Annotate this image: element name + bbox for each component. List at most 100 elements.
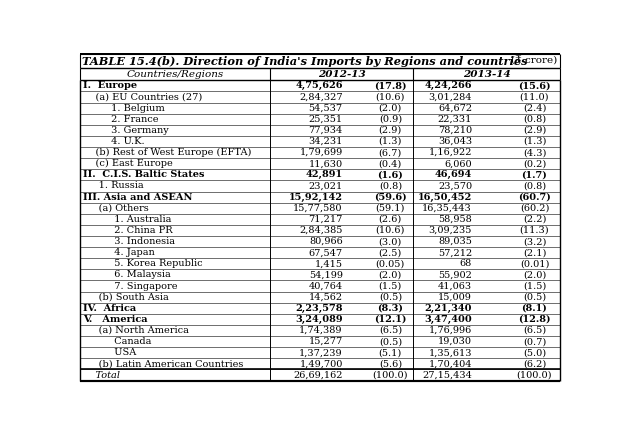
Text: 55,902: 55,902 [438, 270, 472, 279]
Text: 1. Belgium: 1. Belgium [82, 103, 164, 113]
Text: 14,562: 14,562 [309, 293, 343, 302]
Text: (11.0): (11.0) [520, 92, 549, 102]
Text: (4.3): (4.3) [523, 148, 546, 157]
Text: (2.0): (2.0) [379, 270, 402, 279]
Text: (a) North America: (a) North America [82, 326, 188, 335]
Text: (60.7): (60.7) [518, 193, 551, 201]
Text: 3,09,235: 3,09,235 [429, 226, 472, 235]
Text: (6.2): (6.2) [523, 360, 546, 368]
Text: 34,231: 34,231 [308, 137, 343, 146]
Text: 15,92,142: 15,92,142 [289, 193, 343, 201]
Text: (1.7): (1.7) [522, 170, 547, 179]
Text: (2.9): (2.9) [523, 126, 546, 135]
Text: (6.5): (6.5) [379, 326, 402, 335]
Text: 6,060: 6,060 [444, 159, 472, 168]
Text: (0.01): (0.01) [520, 259, 549, 268]
Text: 26,69,162: 26,69,162 [293, 371, 343, 379]
Text: 54,199: 54,199 [309, 270, 343, 279]
Text: 46,694: 46,694 [435, 170, 472, 179]
Text: (1.3): (1.3) [523, 137, 546, 146]
Text: 2,84,385: 2,84,385 [300, 226, 343, 235]
Text: (6.7): (6.7) [379, 148, 402, 157]
Text: (0.8): (0.8) [523, 181, 546, 191]
Text: 23,021: 23,021 [308, 181, 343, 191]
Text: II.  C.I.S. Baltic States: II. C.I.S. Baltic States [82, 170, 204, 179]
Text: (12.8): (12.8) [518, 315, 551, 324]
Text: 58,958: 58,958 [438, 215, 472, 224]
Text: (2.0): (2.0) [523, 270, 546, 279]
Text: 2012-13: 2012-13 [318, 70, 366, 78]
Text: 16,50,452: 16,50,452 [417, 193, 472, 201]
Text: 80,966: 80,966 [309, 237, 343, 246]
Text: V.   America: V. America [82, 315, 147, 324]
Text: Canada: Canada [82, 337, 151, 346]
Text: Countries/Regions: Countries/Regions [126, 70, 223, 78]
Text: 15,77,580: 15,77,580 [293, 204, 343, 213]
Text: 4. Japan: 4. Japan [82, 248, 154, 257]
Text: (100.0): (100.0) [517, 371, 552, 379]
Text: (5.0): (5.0) [523, 348, 546, 357]
Text: 1,79,699: 1,79,699 [300, 148, 343, 157]
Text: 3,01,284: 3,01,284 [429, 92, 472, 102]
Text: 71,217: 71,217 [308, 215, 343, 224]
Text: 1,35,613: 1,35,613 [429, 348, 472, 357]
Text: 27,15,434: 27,15,434 [422, 371, 472, 379]
Text: 67,547: 67,547 [309, 248, 343, 257]
Text: (a) EU Countries (27): (a) EU Countries (27) [82, 92, 202, 102]
Text: (2.9): (2.9) [379, 126, 402, 135]
Text: (15.6): (15.6) [518, 81, 551, 90]
Text: 11,630: 11,630 [309, 159, 343, 168]
Text: 1,74,389: 1,74,389 [300, 326, 343, 335]
Text: (2.5): (2.5) [379, 248, 402, 257]
Text: Total: Total [82, 371, 120, 379]
Text: (5.1): (5.1) [379, 348, 402, 357]
Text: (1.6): (1.6) [378, 170, 403, 179]
Text: (b) South Asia: (b) South Asia [82, 293, 168, 302]
Text: (b) Rest of West Europe (EFTA): (b) Rest of West Europe (EFTA) [82, 148, 251, 157]
Text: (17.8): (17.8) [374, 81, 407, 90]
Text: 54,537: 54,537 [309, 103, 343, 113]
Text: (2.6): (2.6) [379, 215, 402, 224]
Text: (0.8): (0.8) [523, 115, 546, 124]
Text: (0.5): (0.5) [379, 293, 402, 302]
Text: (3.0): (3.0) [379, 237, 402, 246]
Text: 4. U.K.: 4. U.K. [82, 137, 144, 146]
Text: 1,16,922: 1,16,922 [429, 148, 472, 157]
Text: 40,764: 40,764 [309, 282, 343, 290]
Text: 57,212: 57,212 [438, 248, 472, 257]
Text: 7. Singapore: 7. Singapore [82, 282, 177, 290]
Text: 1,76,996: 1,76,996 [429, 326, 472, 335]
Text: TABLE 15.4(b). Direction of India's Imports by Regions and countries: TABLE 15.4(b). Direction of India's Impo… [82, 56, 527, 67]
Text: (0.7): (0.7) [523, 337, 546, 346]
Text: 2,21,340: 2,21,340 [424, 304, 472, 313]
Text: 2. France: 2. France [82, 115, 158, 124]
Text: 77,934: 77,934 [308, 126, 343, 135]
Text: 5. Korea Republic: 5. Korea Republic [82, 259, 202, 268]
Text: (8.1): (8.1) [522, 304, 547, 313]
Text: (2.2): (2.2) [523, 215, 546, 224]
Text: (b) Latin American Countries: (b) Latin American Countries [82, 360, 243, 368]
Text: 3,24,089: 3,24,089 [295, 315, 343, 324]
Text: (59.6): (59.6) [374, 193, 407, 201]
Text: 6. Malaysia: 6. Malaysia [82, 270, 170, 279]
Text: (2.4): (2.4) [523, 103, 546, 113]
Text: 1,37,239: 1,37,239 [299, 348, 343, 357]
Text: (5.6): (5.6) [379, 360, 402, 368]
Text: (2.0): (2.0) [379, 103, 402, 113]
Text: USA: USA [82, 348, 136, 357]
Text: (60.2): (60.2) [520, 204, 549, 213]
Text: 68: 68 [460, 259, 472, 268]
Text: 78,210: 78,210 [438, 126, 472, 135]
Text: 19,030: 19,030 [438, 337, 472, 346]
Text: 89,035: 89,035 [438, 237, 472, 246]
Text: 3,47,400: 3,47,400 [424, 315, 472, 324]
Text: 1. Russia: 1. Russia [82, 181, 144, 191]
Text: (a) Others: (a) Others [82, 204, 149, 213]
Text: 23,570: 23,570 [438, 181, 472, 191]
Text: 1. Australia: 1. Australia [82, 215, 171, 224]
Text: III. Asia and ASEAN: III. Asia and ASEAN [82, 193, 192, 201]
Text: 1,415: 1,415 [314, 259, 343, 268]
Text: (2.1): (2.1) [523, 248, 546, 257]
Text: (10.6): (10.6) [376, 92, 405, 102]
Text: 22,331: 22,331 [437, 115, 472, 124]
